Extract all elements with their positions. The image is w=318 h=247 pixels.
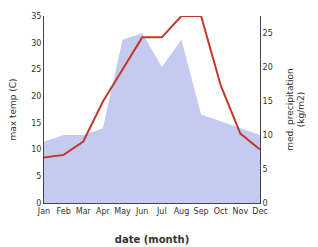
svg-text:25: 25 xyxy=(263,29,273,38)
svg-text:30: 30 xyxy=(31,39,41,48)
svg-text:May: May xyxy=(114,207,131,216)
svg-text:15: 15 xyxy=(31,119,41,128)
svg-text:med. precipitation(kg/m2): med. precipitation(kg/m2) xyxy=(285,68,307,150)
svg-text:5: 5 xyxy=(263,165,268,174)
svg-text:10: 10 xyxy=(31,145,41,154)
svg-text:35: 35 xyxy=(31,12,41,21)
svg-text:max temp (C): max temp (C) xyxy=(8,78,18,140)
svg-text:Sep: Sep xyxy=(194,207,209,216)
svg-text:Jan: Jan xyxy=(37,207,50,216)
svg-text:Oct: Oct xyxy=(214,207,228,216)
svg-text:10: 10 xyxy=(263,131,273,140)
svg-text:5: 5 xyxy=(36,172,41,181)
svg-text:Nov: Nov xyxy=(233,207,249,216)
svg-text:20: 20 xyxy=(263,63,273,72)
svg-text:Mar: Mar xyxy=(76,207,92,216)
svg-text:0: 0 xyxy=(36,199,41,208)
svg-text:Feb: Feb xyxy=(57,207,71,216)
svg-text:20: 20 xyxy=(31,92,41,101)
svg-text:date (month): date (month) xyxy=(115,234,189,245)
svg-text:15: 15 xyxy=(263,97,273,106)
svg-text:Jun: Jun xyxy=(135,207,149,216)
svg-text:Jul: Jul xyxy=(156,207,167,216)
svg-text:Dec: Dec xyxy=(252,207,267,216)
svg-text:0: 0 xyxy=(263,199,268,208)
svg-text:Apr: Apr xyxy=(96,207,111,216)
svg-text:25: 25 xyxy=(31,65,41,74)
svg-text:Aug: Aug xyxy=(174,207,190,216)
